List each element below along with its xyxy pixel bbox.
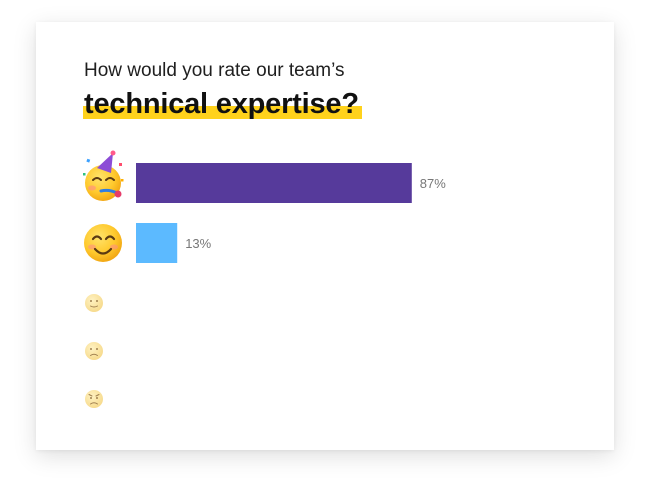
- highlighted-question: technical expertise?: [83, 88, 362, 121]
- bar-smiling-face-emoji: [136, 223, 178, 263]
- question-line-2: technical expertise?: [83, 88, 362, 121]
- bar-party-face-emoji: [136, 163, 412, 203]
- question-line-1: How would you rate our team’s: [84, 60, 345, 81]
- question-line-2-text: technical expertise?: [84, 88, 359, 120]
- poll-card: How would you rate our team’s technical …: [36, 22, 614, 450]
- party-face-emoji-icon: [83, 150, 124, 201]
- results-chart: 87% 13%: [83, 150, 446, 408]
- neutral-face-emoji-icon: [85, 294, 103, 312]
- bars-layer: 87% 13%: [136, 163, 446, 263]
- bar-value-label-smiling-face-emoji: 13%: [185, 236, 211, 251]
- angry-face-emoji-icon: [85, 390, 103, 408]
- smiling-face-emoji-icon: [84, 224, 122, 262]
- frowning-face-emoji-icon: [85, 342, 103, 360]
- bar-value-label-party-face-emoji: 87%: [420, 176, 446, 191]
